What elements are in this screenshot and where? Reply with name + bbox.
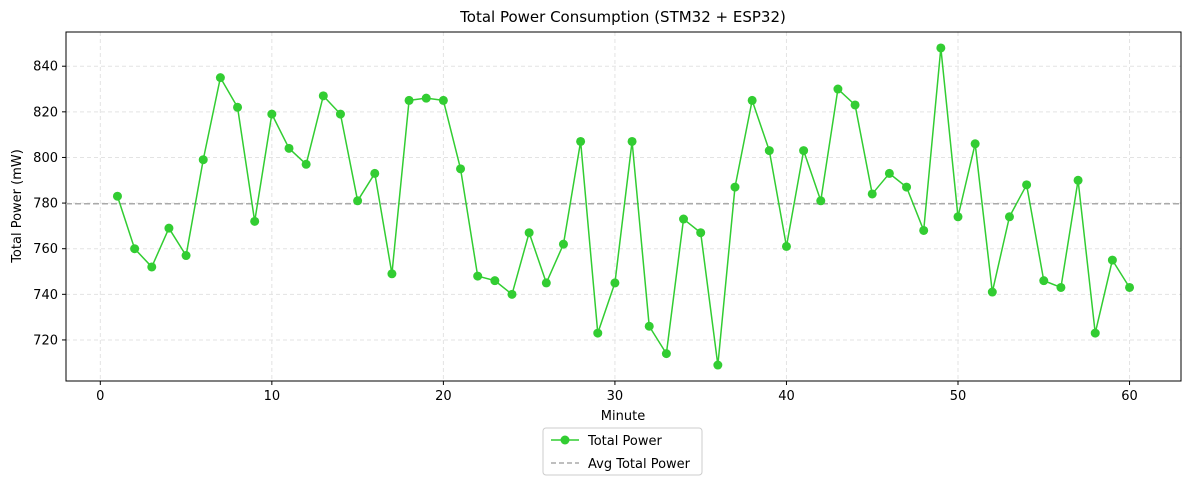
legend-total-power-marker <box>560 435 570 445</box>
total-power-point <box>644 321 654 331</box>
y-tick-label: 760 <box>33 242 58 257</box>
legend-total-power-label: Total Power <box>587 434 662 449</box>
total-power-point <box>987 287 997 297</box>
total-power-point <box>1125 282 1135 292</box>
total-power-point <box>421 93 431 103</box>
x-tick-label: 60 <box>1121 389 1138 404</box>
total-power-point <box>318 91 328 101</box>
total-power-point <box>215 73 225 83</box>
total-power-point <box>541 278 551 288</box>
total-power-point <box>610 278 620 288</box>
legend-avg-label: Avg Total Power <box>588 457 691 472</box>
y-tick-label: 780 <box>33 197 58 212</box>
total-power-point <box>1004 212 1014 222</box>
total-power-point <box>387 269 397 279</box>
chart-title: Total Power Consumption (STM32 + ESP32) <box>459 8 786 26</box>
total-power-point <box>1022 180 1032 190</box>
total-power-point <box>902 182 912 192</box>
legend: Total Power Avg Total Power <box>542 427 703 476</box>
x-tick-label: 0 <box>96 389 104 404</box>
total-power-point <box>233 102 243 112</box>
total-power-point <box>850 100 860 110</box>
total-power-point <box>301 159 311 169</box>
total-power-point <box>884 168 894 178</box>
total-power-point <box>524 228 534 238</box>
series-total-power <box>112 43 1135 370</box>
x-tick-label: 10 <box>264 389 281 404</box>
total-power-point <box>953 212 963 222</box>
total-power-point <box>370 168 380 178</box>
y-axis-label: Total Power (mW) <box>10 149 25 264</box>
y-tick-label: 820 <box>33 105 58 120</box>
total-power-point <box>250 216 260 226</box>
total-power-point <box>490 276 500 286</box>
total-power-point <box>438 95 448 105</box>
total-power-point <box>198 155 208 165</box>
total-power-point <box>679 214 689 224</box>
total-power-point <box>507 289 517 299</box>
total-power-point <box>267 109 277 119</box>
total-power-point <box>181 251 191 261</box>
total-power-point <box>816 196 826 206</box>
total-power-point <box>696 228 706 238</box>
total-power-point <box>593 328 603 338</box>
x-tick-label: 30 <box>607 389 624 404</box>
total-power-point <box>764 146 774 156</box>
x-tick-label: 20 <box>435 389 452 404</box>
total-power-point <box>627 136 637 146</box>
total-power-point <box>970 139 980 149</box>
total-power-point <box>713 360 723 370</box>
total-power-point <box>730 182 740 192</box>
total-power-point <box>147 262 157 272</box>
total-power-point <box>936 43 946 53</box>
y-axis: 720 740 760 780 800 820 840 <box>33 60 66 348</box>
total-power-point <box>799 146 809 156</box>
total-power-point <box>1090 328 1100 338</box>
x-tick-label: 50 <box>950 389 967 404</box>
total-power-point <box>576 136 586 146</box>
x-axis: 0 10 20 30 40 50 60 <box>96 381 1138 404</box>
total-power-point <box>112 191 122 201</box>
total-power-line <box>116 47 1131 366</box>
x-axis-label: Minute <box>601 409 645 424</box>
total-power-point <box>1039 276 1049 286</box>
total-power-point <box>747 95 757 105</box>
plot-frame <box>65 31 1182 382</box>
total-power-point <box>919 225 929 235</box>
total-power-point <box>473 271 483 281</box>
total-power-point <box>456 164 466 174</box>
y-tick-label: 740 <box>33 288 58 303</box>
total-power-point <box>130 244 140 254</box>
total-power-point <box>661 349 671 359</box>
total-power-point <box>1073 175 1083 185</box>
y-tick-label: 720 <box>33 333 58 348</box>
total-power-point <box>284 143 294 153</box>
total-power-point <box>833 84 843 94</box>
total-power-point <box>335 109 345 119</box>
y-tick-label: 840 <box>33 60 58 75</box>
total-power-point <box>867 189 877 199</box>
total-power-point <box>353 196 363 206</box>
total-power-point <box>781 241 791 251</box>
y-tick-label: 800 <box>33 151 58 166</box>
total-power-point <box>1107 255 1117 265</box>
x-tick-label: 40 <box>778 389 795 404</box>
total-power-point <box>404 95 414 105</box>
total-power-point <box>164 223 174 233</box>
total-power-point <box>1056 282 1066 292</box>
legend-box <box>542 427 703 476</box>
total-power-point <box>558 239 568 249</box>
